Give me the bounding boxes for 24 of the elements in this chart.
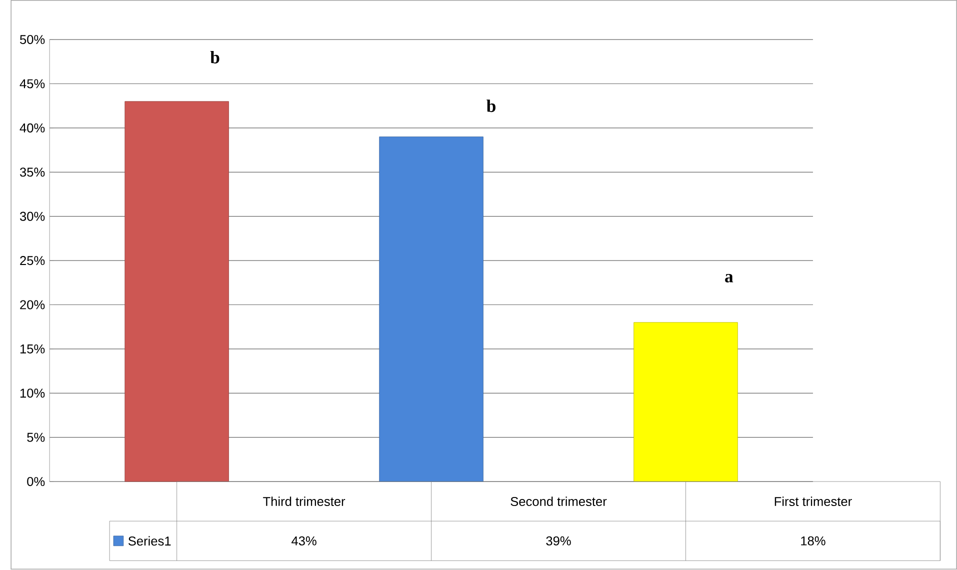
annotation: b xyxy=(210,51,220,64)
data-label: 18% xyxy=(801,536,826,546)
data-label: 43% xyxy=(292,536,316,546)
annotation: b xyxy=(486,100,496,112)
y-tick-label: 5% xyxy=(27,433,45,442)
data-label: 39% xyxy=(546,536,571,546)
y-tick-label: 50% xyxy=(20,35,45,44)
annotation: a xyxy=(725,274,734,283)
y-tick-label: 30% xyxy=(20,212,45,222)
y-tick-label: 25% xyxy=(20,256,45,266)
x-tick-label: First trimester xyxy=(774,496,852,506)
bar xyxy=(634,322,738,482)
y-tick-label: 10% xyxy=(20,388,45,398)
x-tick-label: Third trimester xyxy=(263,496,346,506)
bar xyxy=(124,101,229,482)
bar xyxy=(379,136,484,482)
x-tick-label: Second trimester xyxy=(510,496,607,506)
y-tick-label: 15% xyxy=(20,344,45,354)
y-tick-label: 0% xyxy=(27,477,45,486)
legend-label: Series1 xyxy=(128,536,171,546)
y-tick-label: 40% xyxy=(20,124,45,133)
y-tick-label: 45% xyxy=(20,79,45,88)
y-tick-label: 20% xyxy=(20,300,45,310)
y-tick-label: 35% xyxy=(20,168,45,177)
